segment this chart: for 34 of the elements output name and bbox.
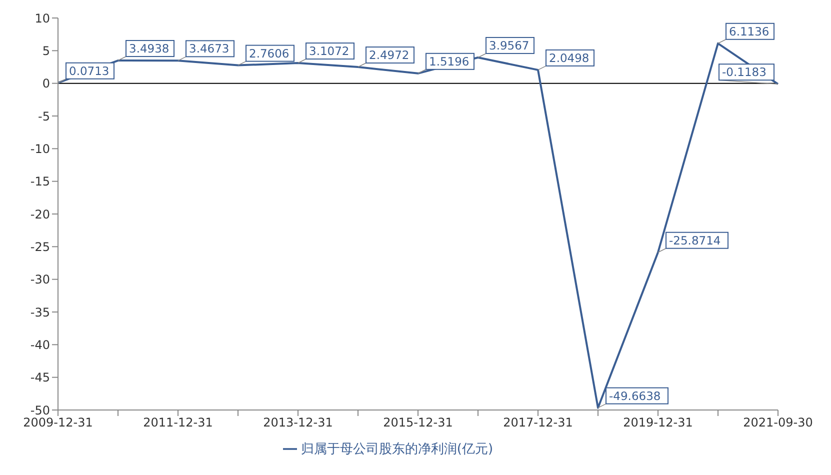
x-tick-label: 2017-12-31 xyxy=(503,416,573,430)
y-tick-label: -25 xyxy=(30,240,50,254)
data-label: 3.1072 xyxy=(309,44,350,58)
y-tick-label: 10 xyxy=(34,11,50,26)
data-label: 3.9567 xyxy=(489,38,530,52)
y-tick-label: -30 xyxy=(30,272,50,287)
data-label: -49.6638 xyxy=(609,388,661,403)
x-tick-label: 2013-12-31 xyxy=(263,416,333,430)
data-label: 1.5196 xyxy=(429,54,470,68)
x-tick-label: 2019-12-31 xyxy=(623,416,693,430)
data-label: 2.7606 xyxy=(249,46,290,60)
legend-label: 归属于母公司股东的净利润(亿元) xyxy=(300,442,494,457)
data-label: 2.4972 xyxy=(369,48,410,62)
data-label: 2.0498 xyxy=(549,50,590,65)
y-tick-label: 0 xyxy=(42,76,50,91)
x-tick-label: 2009-12-31 xyxy=(23,416,93,430)
y-tick-label: -10 xyxy=(30,142,50,156)
y-tick-label: -45 xyxy=(30,370,50,385)
data-label: 0.0713 xyxy=(69,64,110,78)
data-label: 6.1136 xyxy=(729,24,770,38)
y-tick-label: -50 xyxy=(30,403,50,418)
y-tick-label: 5 xyxy=(42,44,50,58)
x-tick-label: 2015-12-31 xyxy=(383,416,453,430)
y-tick-label: -15 xyxy=(30,174,50,189)
data-label: -0.1183 xyxy=(722,65,766,80)
data-label: -25.8714 xyxy=(669,233,721,248)
x-tick-label: 2011-12-31 xyxy=(143,416,213,430)
data-label: 3.4673 xyxy=(189,42,230,56)
data-label: 3.4938 xyxy=(129,42,170,56)
y-tick-label: -5 xyxy=(38,109,50,124)
y-tick-label: -40 xyxy=(30,338,50,352)
x-tick-label: 2021-09-30 xyxy=(743,416,813,430)
y-tick-label: -20 xyxy=(30,207,50,222)
y-tick-label: -35 xyxy=(30,305,50,320)
